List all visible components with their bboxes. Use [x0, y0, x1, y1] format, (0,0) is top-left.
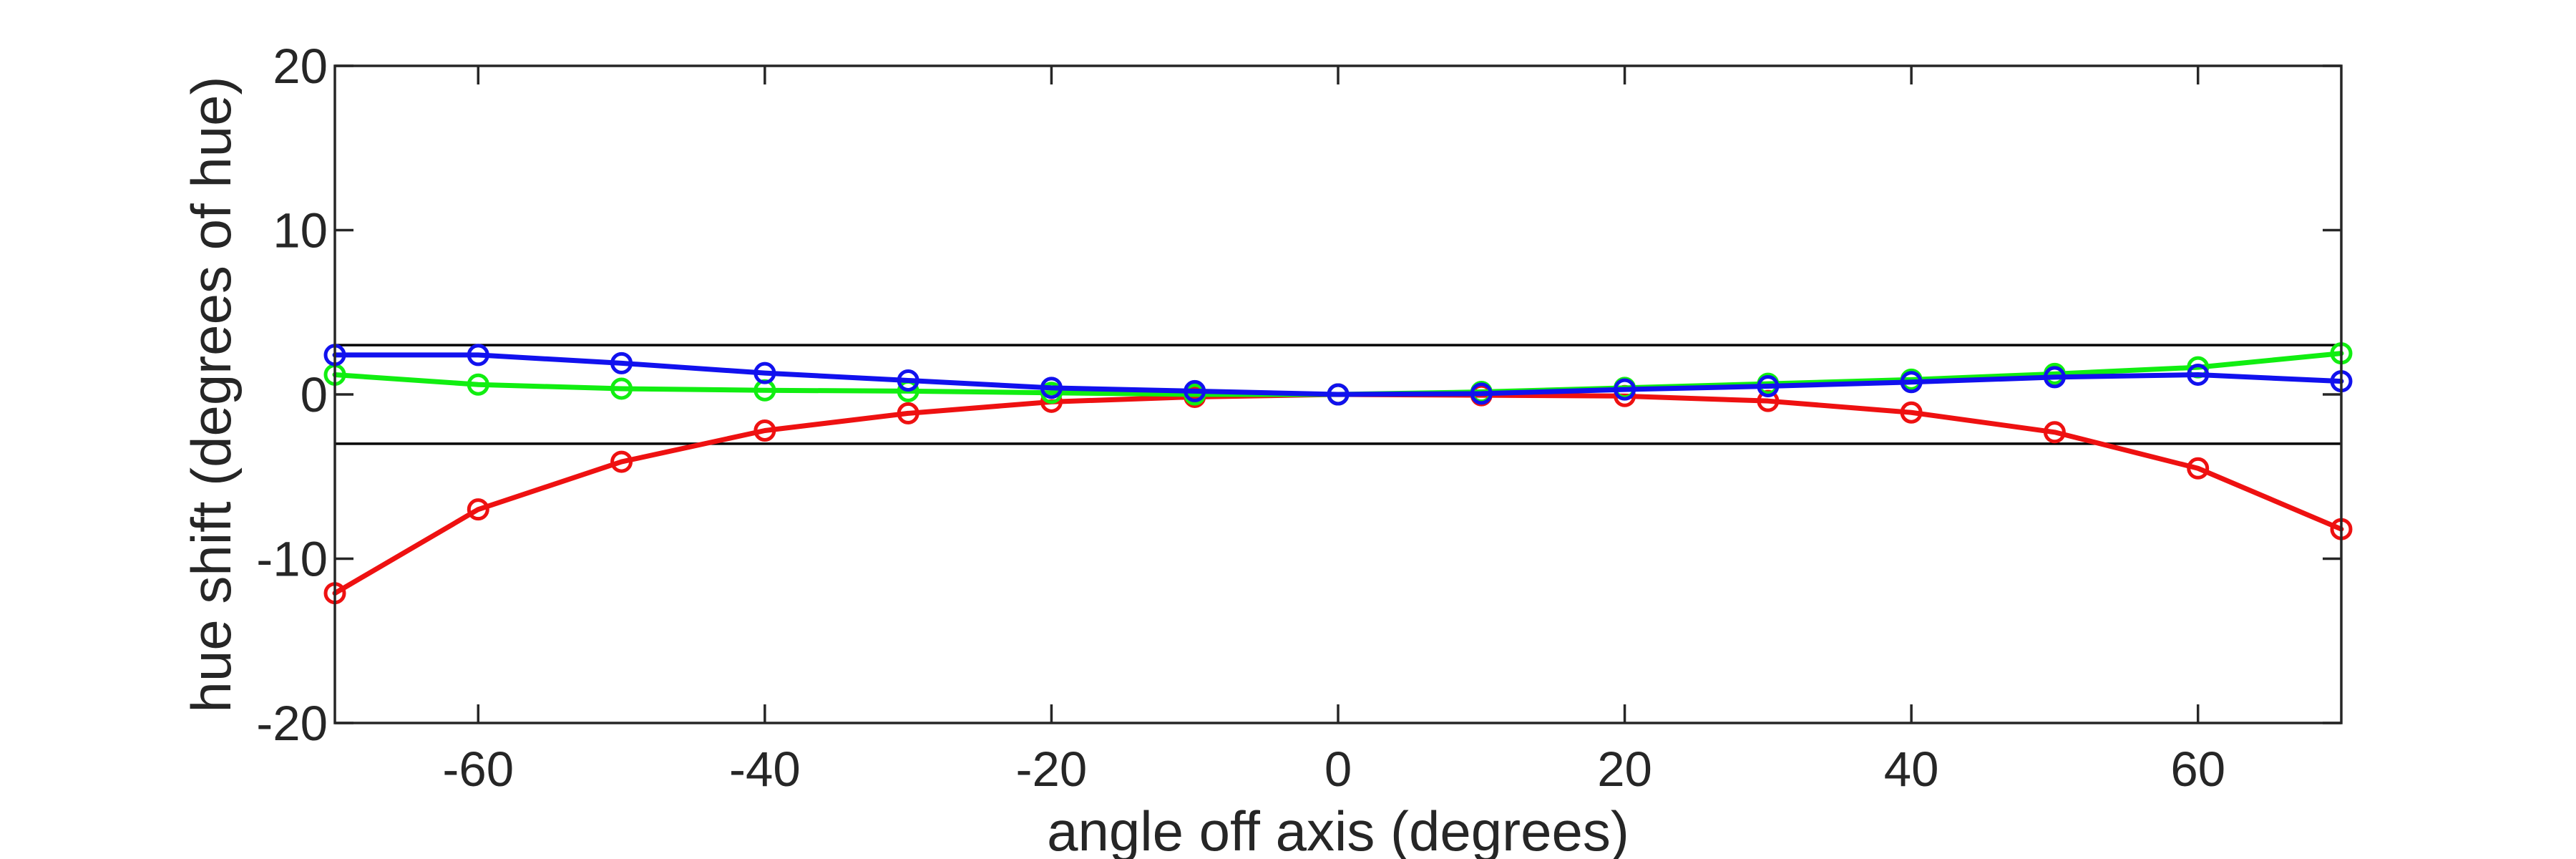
series-3-point	[1757, 375, 1780, 398]
series-3-point	[1614, 378, 1636, 401]
series-1-line	[332, 392, 2344, 596]
y-tick-label: 20	[273, 39, 328, 94]
series-3-point	[1327, 383, 1350, 406]
series-1-point	[610, 450, 633, 473]
series-1-point	[467, 498, 489, 521]
x-tick-label: 20	[1597, 742, 1652, 797]
series-layer	[323, 342, 2353, 605]
x-axis-ticks: -60 -40 -20 0 20 40 60	[442, 66, 2225, 797]
series-3-point	[1040, 377, 1063, 399]
reference-lines	[335, 344, 2341, 445]
series-1-point	[753, 419, 776, 442]
series-3-point	[897, 369, 919, 392]
x-tick-label: 60	[2170, 742, 2225, 797]
series-3-point	[2187, 363, 2210, 386]
series-1-point	[2187, 457, 2210, 480]
series-3-point	[1470, 382, 1493, 405]
y-tick-label: 10	[273, 203, 328, 258]
series-2-line	[332, 351, 2344, 397]
series-2-point	[610, 377, 633, 400]
x-tick-label: -60	[442, 742, 514, 797]
series-3-point	[610, 351, 633, 374]
y-tick-label: 0	[301, 367, 328, 422]
x-tick-label: -40	[729, 742, 801, 797]
series-2-point	[467, 373, 489, 396]
x-tick-label: 40	[1884, 742, 1939, 797]
series-1-point	[1900, 401, 1923, 424]
y-tick-label: -10	[256, 532, 328, 587]
series-3-point	[467, 344, 489, 367]
x-tick-label: 0	[1324, 742, 1352, 797]
x-tick-label: -20	[1016, 742, 1088, 797]
series-3-point	[753, 361, 776, 384]
y-tick-label: -20	[256, 696, 328, 751]
y-axis-ticks: -20 -10 0 10 20	[256, 39, 2341, 751]
series-3-point	[2043, 366, 2066, 389]
series-3-line	[332, 352, 2344, 397]
series-1-point	[897, 402, 919, 424]
series-3-point	[1900, 371, 1923, 394]
series-1	[323, 383, 2353, 605]
y-axis-label: hue shift (degrees of hue)	[180, 77, 243, 713]
series-3-point	[1184, 379, 1206, 402]
x-axis-label: angle off axis (degrees)	[1047, 800, 1629, 859]
series-1-point	[2043, 421, 2066, 444]
